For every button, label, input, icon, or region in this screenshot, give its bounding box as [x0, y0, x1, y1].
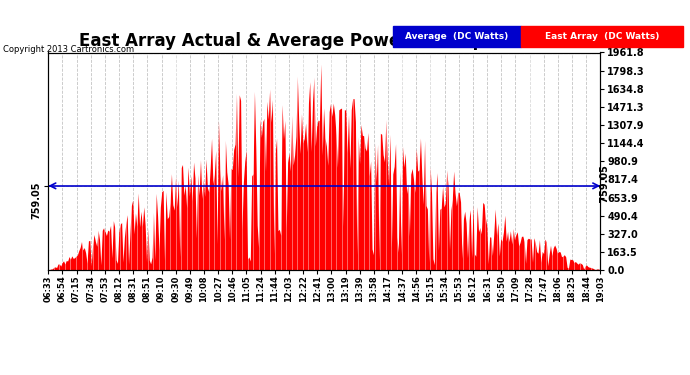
Text: Average  (DC Watts): Average (DC Watts) [406, 32, 509, 41]
Text: Copyright 2013 Cartronics.com: Copyright 2013 Cartronics.com [3, 45, 135, 54]
Bar [393, 26, 521, 47]
Title: East Array Actual & Average Power Mon Apr 1 19:21: East Array Actual & Average Power Mon Ap… [79, 32, 569, 50]
Bar [521, 26, 683, 47]
Text: 759.05: 759.05 [600, 165, 610, 206]
Text: East Array  (DC Watts): East Array (DC Watts) [545, 32, 659, 41]
